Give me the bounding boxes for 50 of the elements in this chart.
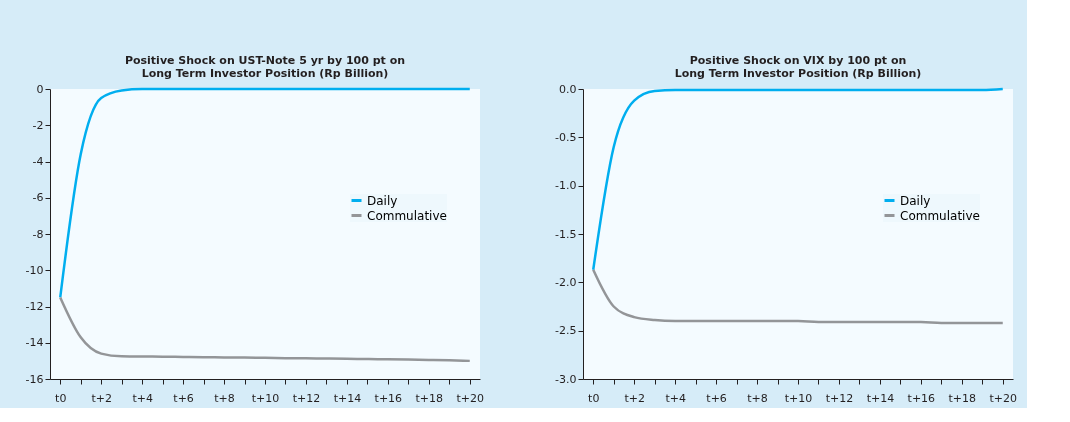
legend-label: Daily <box>367 193 398 208</box>
line-series <box>58 296 472 363</box>
line-series <box>591 268 1005 325</box>
y-tick-label: -12 <box>25 300 44 313</box>
y-tick-label: -4 <box>32 155 44 168</box>
x-tick-label: t+20 <box>989 391 1018 405</box>
x-tick-label: t+16 <box>907 391 936 405</box>
y-tick-label: -1.5 <box>555 227 577 241</box>
x-tick-label: t+16 <box>374 391 403 405</box>
x-tick-label: t+2 <box>624 391 645 405</box>
text: Positive Shock on VIX by 100 pt on <box>689 54 907 67</box>
y-tick-label: -16 <box>25 372 44 386</box>
x-tick-label: t+6 <box>706 391 727 405</box>
y-tick-label: -2 <box>32 118 44 132</box>
y-tick-label: -2.5 <box>555 324 577 338</box>
x-tick-label: t+10 <box>251 391 280 405</box>
y-tick-label: -10 <box>25 263 44 277</box>
x-tick-label: t0 <box>588 391 600 405</box>
y-tick-label: -6 <box>32 191 44 205</box>
y-tick-label: -0.5 <box>555 130 577 144</box>
y-tick-label: -1.0 <box>555 179 577 193</box>
legend-label: Commulative <box>367 208 447 223</box>
x-tick-label: t0 <box>55 391 67 405</box>
x-tick-label: t+12 <box>292 391 321 405</box>
x-tick-label: t+8 <box>214 391 235 405</box>
x-tick-label: t+6 <box>173 391 194 405</box>
x-tick-label: t+14 <box>333 391 362 405</box>
legend-label: Daily <box>900 193 931 208</box>
x-tick-label: t+8 <box>747 391 768 405</box>
y-tick-label: -2.0 <box>555 275 577 289</box>
text: Long Term Investor Position (Rp Billion) <box>141 67 389 80</box>
x-tick-label: t+10 <box>784 391 813 405</box>
text: Positive Shock on UST-Note 5 yr by 100 pt on <box>124 54 406 67</box>
text: Long Term Investor Position (Rp Billion) <box>674 67 922 80</box>
x-tick-label: t+20 <box>456 391 485 405</box>
y-tick-label: -8 <box>32 227 44 241</box>
line-series <box>58 87 472 299</box>
x-tick-label: t+18 <box>948 391 977 405</box>
legend-label: Commulative <box>900 208 980 223</box>
x-tick-label: t+4 <box>132 391 153 405</box>
x-tick-label: t+4 <box>665 391 686 405</box>
x-tick-label: t+14 <box>866 391 895 405</box>
y-tick-label: 0.0 <box>559 82 577 96</box>
x-tick-label: t+18 <box>415 391 444 405</box>
y-tick-label: 0 <box>36 82 44 96</box>
x-tick-label: t+2 <box>91 391 112 405</box>
y-tick-label: -14 <box>25 336 44 350</box>
line-series <box>591 87 1005 272</box>
x-tick-label: t+12 <box>825 391 854 405</box>
y-tick-label: -3.0 <box>555 372 577 386</box>
